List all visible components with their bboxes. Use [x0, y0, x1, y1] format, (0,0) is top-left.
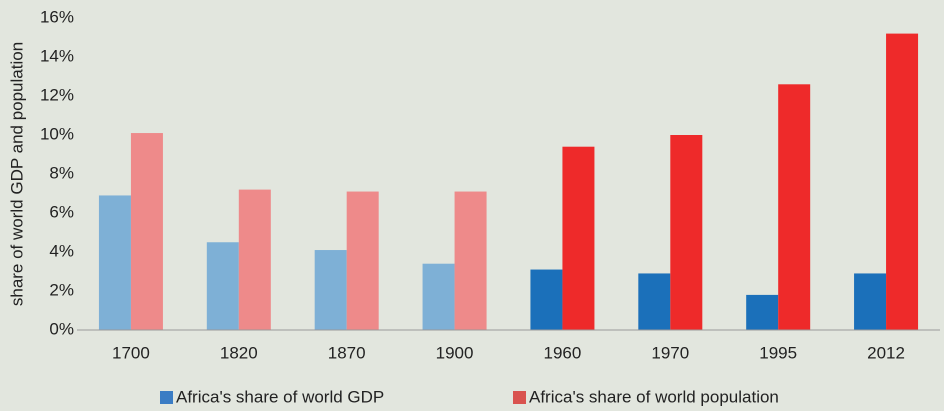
legend-swatch [513, 391, 526, 404]
bar [746, 294, 779, 330]
bar [886, 33, 919, 330]
x-tick-label: 1700 [112, 343, 150, 362]
bar [638, 273, 671, 330]
bar [314, 250, 347, 330]
x-tick-label: 1970 [651, 343, 689, 362]
y-tick-label: 16% [40, 7, 74, 26]
y-tick-label: 2% [49, 280, 74, 299]
y-tick-label: 4% [49, 241, 74, 260]
bar [530, 269, 563, 330]
bar [422, 263, 455, 330]
bar [206, 242, 239, 330]
bar [98, 195, 131, 330]
x-tick-label: 2012 [867, 343, 905, 362]
y-tick-label: 10% [40, 124, 74, 143]
bar [670, 135, 703, 330]
x-tick-label: 1900 [436, 343, 474, 362]
y-tick-label: 8% [49, 163, 74, 182]
y-axis-title: share of world GDP and population [7, 42, 26, 306]
x-tick-label: 1995 [759, 343, 797, 362]
y-tick-label: 6% [49, 202, 74, 221]
legend-label: Africa's share of world population [529, 387, 779, 406]
x-tick-label: 1820 [220, 343, 258, 362]
bar [778, 84, 811, 330]
legend-label: Africa's share of world GDP [176, 387, 384, 406]
bar [238, 189, 271, 330]
bar [854, 273, 887, 330]
y-tick-label: 0% [49, 319, 74, 338]
y-tick-label: 14% [40, 46, 74, 65]
bar [346, 191, 379, 330]
bar [130, 133, 163, 330]
bar [562, 146, 595, 330]
y-tick-label: 12% [40, 85, 74, 104]
x-tick-label: 1870 [328, 343, 366, 362]
x-tick-label: 1960 [544, 343, 582, 362]
legend-swatch [160, 391, 173, 404]
bar [454, 191, 487, 330]
